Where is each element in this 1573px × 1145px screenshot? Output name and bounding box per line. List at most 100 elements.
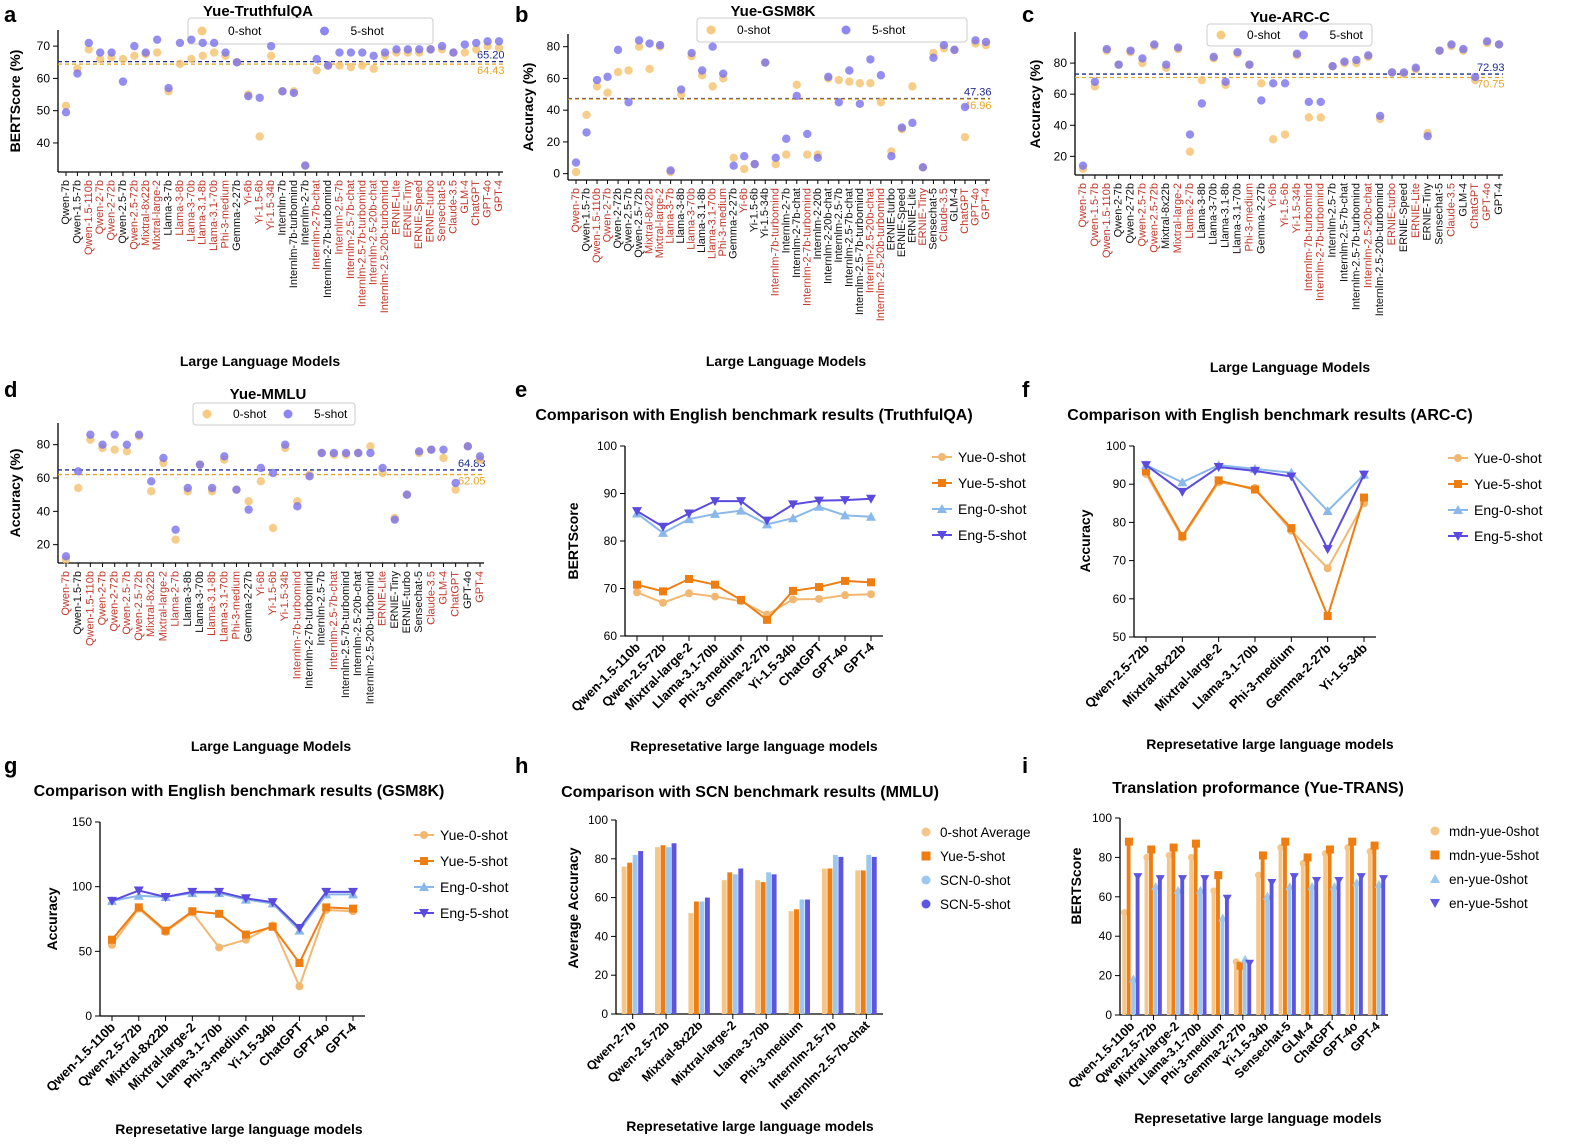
data-point-d xyxy=(220,452,229,461)
x-tick-label-c: Phi-3-medium xyxy=(1243,183,1255,251)
bar-marker-i xyxy=(1245,959,1255,968)
line-marker-g xyxy=(295,982,304,991)
bar-marker-i xyxy=(1178,875,1188,884)
data-point-b xyxy=(613,67,623,77)
data-point-d xyxy=(159,453,168,463)
data-point-b xyxy=(855,78,865,88)
legend-label-h: SCN-0-shot xyxy=(940,873,1011,888)
x-tick-label-a: Qwen-2.5-72b xyxy=(128,180,140,250)
line-marker-f xyxy=(1178,532,1187,541)
bar-i xyxy=(1242,959,1247,1015)
legend-label-b: 0-shot xyxy=(737,23,771,37)
x-tick-label-c: Internlm-2.5-20b-turbomind xyxy=(1374,183,1386,316)
data-point-b xyxy=(603,72,612,82)
bar-marker-i xyxy=(1147,845,1156,854)
bar-i xyxy=(1372,845,1377,1015)
line-marker-f xyxy=(1214,476,1223,485)
series-line-e xyxy=(636,591,872,616)
line-marker-g xyxy=(241,930,250,939)
data-point-a xyxy=(232,58,242,67)
y-tick-label-b: 0 xyxy=(553,167,560,181)
data-point-d xyxy=(378,463,387,473)
data-point-a xyxy=(152,35,162,44)
x-tick-label-d: Llama-3-70b xyxy=(194,571,206,633)
x-tick-label-a: ChatGPT xyxy=(470,180,482,226)
line-marker-g xyxy=(108,935,116,944)
data-point-d xyxy=(341,448,351,458)
data-point-b xyxy=(939,40,949,50)
data-point-a xyxy=(358,61,367,70)
bar-h xyxy=(704,897,710,1014)
bar-marker-i xyxy=(1120,909,1128,917)
x-tick-label-b: Internlm-7b-turbomind xyxy=(770,188,782,296)
y-axis-label-c: Accuracy (%) xyxy=(1027,60,1043,149)
reference-label-a: 65.20 xyxy=(477,50,505,62)
bar-i xyxy=(1238,965,1243,1015)
bar-i xyxy=(1171,847,1176,1015)
bar-marker-i xyxy=(1187,853,1195,861)
line-marker-e xyxy=(937,531,947,540)
bar-marker-i xyxy=(1169,843,1178,852)
line-marker-g xyxy=(267,898,278,908)
x-tick-label-b: Gemma-2-27b xyxy=(728,188,740,259)
legend-marker-b xyxy=(706,25,716,35)
data-point-a xyxy=(346,48,356,57)
data-point-a xyxy=(494,37,504,46)
x-tick-label-c: Qwen-7b xyxy=(1077,183,1089,228)
bar-i xyxy=(1291,877,1296,1015)
data-point-c xyxy=(1280,79,1290,88)
x-tick-label-b: GLM-4 xyxy=(948,188,960,222)
y-tick-label-a: 60 xyxy=(37,71,51,85)
x-tick-label-b: Sensechat-5 xyxy=(927,188,939,250)
x-tick-label-d: GPT-4 xyxy=(474,571,486,603)
x-tick-label-b: GPT-4o xyxy=(969,188,981,226)
reference-label-b: 46.96 xyxy=(964,100,992,112)
legend-label-e: Yue-0-shot xyxy=(958,449,1026,465)
bar-marker-i xyxy=(1356,873,1366,882)
line-marker-e xyxy=(633,580,641,589)
y-tick-label-a: 50 xyxy=(37,104,51,118)
bar-marker-i xyxy=(1370,841,1379,850)
legend-marker-a xyxy=(320,26,329,36)
line-marker-g xyxy=(348,887,358,897)
data-point-b xyxy=(908,82,917,91)
panel-letter-h: h xyxy=(515,753,528,778)
data-point-d xyxy=(122,440,132,449)
x-tick-label-c: ERNIE-Lite xyxy=(1410,183,1422,238)
legend-label-g: Yue-5-shot xyxy=(440,853,508,869)
data-point-b xyxy=(782,134,791,143)
series-line-e xyxy=(636,505,872,535)
data-point-a xyxy=(278,87,287,96)
data-point-a xyxy=(449,48,458,57)
y-tick-label-g: 100 xyxy=(72,880,92,894)
data-point-c xyxy=(1197,99,1207,108)
line-marker-e xyxy=(815,583,823,592)
y-axis-label-e: BERTScore xyxy=(565,502,581,579)
data-point-a xyxy=(175,38,185,48)
panel-letter-c: c xyxy=(1022,2,1034,27)
data-point-b xyxy=(571,167,581,177)
legend-box-c xyxy=(1206,23,1373,47)
x-tick-label-c: Mixtral-8x22b xyxy=(1160,183,1172,249)
data-point-a xyxy=(130,51,139,61)
x-tick-label-d: Yi-6b xyxy=(255,571,267,596)
legend-label-d: 0-shot xyxy=(233,407,267,421)
bar-h xyxy=(727,872,733,1014)
line-marker-e xyxy=(815,594,823,603)
data-point-a xyxy=(118,54,128,64)
data-point-a xyxy=(198,38,207,48)
bar-h xyxy=(788,911,794,1014)
bar-i xyxy=(1309,886,1314,1015)
data-point-d xyxy=(390,515,399,524)
bar-h xyxy=(632,854,638,1014)
line-marker-e xyxy=(684,509,694,519)
y-axis-label-a: BERTScore (%) xyxy=(7,50,23,153)
y-tick-label-i: 20 xyxy=(1099,969,1113,983)
x-axis-label-h: Represetative large language models xyxy=(626,1118,874,1134)
bar-h xyxy=(794,909,799,1014)
x-tick-label-d: Llama-3-8b xyxy=(182,571,194,627)
x-tick-label-b: Yi-1.5-34b xyxy=(759,188,771,238)
data-point-b xyxy=(960,102,970,112)
bar-i xyxy=(1300,863,1305,1015)
data-point-a xyxy=(312,54,321,64)
